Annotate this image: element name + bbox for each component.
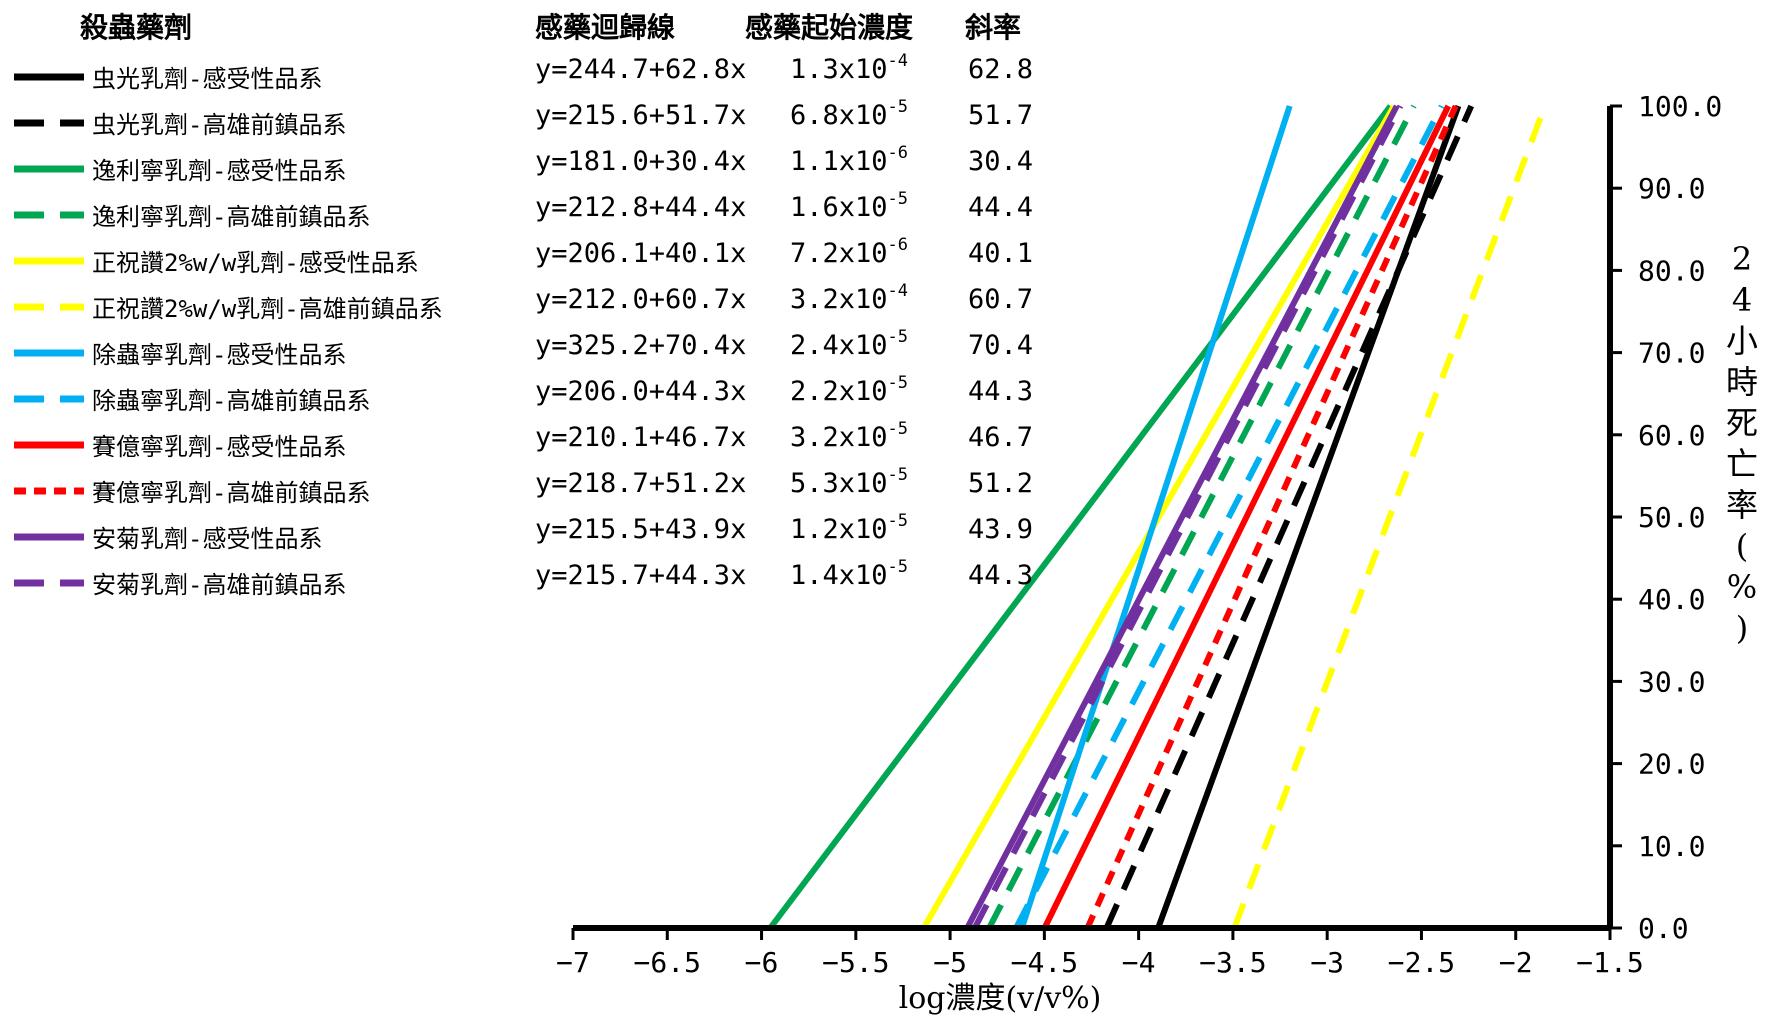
slope-value: 60.7 — [968, 284, 1033, 315]
y-tick-label: 90.0 — [1638, 172, 1705, 205]
slope-value: 44.4 — [968, 192, 1033, 223]
legend-title: 殺蟲藥劑 — [80, 11, 192, 44]
threshold-value: 1.6x10-5 — [790, 189, 908, 223]
x-tick-label: −6 — [745, 946, 779, 979]
threshold-value: 6.8x10-5 — [790, 97, 908, 131]
legend-label: 虫光乳劑-感受性品系 — [92, 65, 322, 93]
regression-equation: y=206.1+40.1x — [535, 238, 746, 269]
x-tick-label: −7 — [556, 946, 590, 979]
legend-label: 逸利寧乳劑-高雄前鎮品系 — [92, 203, 370, 231]
y-tick-label: 10.0 — [1638, 830, 1705, 863]
series-line — [964, 104, 1400, 930]
slope-value: 40.1 — [968, 238, 1033, 269]
regression-equation: y=210.1+46.7x — [535, 422, 746, 453]
x-tick-label: −3 — [1310, 946, 1344, 979]
threshold-value: 1.3x10-4 — [790, 51, 908, 85]
legend-label: 逸利寧乳劑-感受性品系 — [92, 157, 346, 185]
x-tick-label: −5.5 — [822, 946, 889, 979]
slope-value: 44.3 — [968, 560, 1033, 591]
legend-label: 安菊乳劑-感受性品系 — [92, 525, 322, 553]
regression-equation: y=206.0+44.3x — [535, 376, 746, 407]
regression-lines — [767, 104, 1548, 930]
x-tick-label: −1.5 — [1576, 946, 1643, 979]
legend-label: 正祝讚2%w/w乳劑-高雄前鎮品系 — [92, 295, 443, 323]
series-line — [1084, 104, 1459, 930]
regression-equation: y=325.2+70.4x — [535, 330, 746, 361]
x-tick-label: −2.5 — [1388, 946, 1455, 979]
regression-equation: y=215.6+51.7x — [535, 100, 746, 131]
y-tick-label: 40.0 — [1638, 583, 1705, 616]
legend-label: 虫光乳劑-高雄前鎮品系 — [92, 111, 346, 139]
slope-value: 62.8 — [968, 54, 1033, 85]
regression-table: y=244.7+62.8x 1.3x10-4 62.8 y=215.6+51.7x 6.… — [535, 51, 1033, 591]
regression-column-header: 感藥迴歸線 — [535, 11, 675, 44]
y-tick-label: 60.0 — [1638, 419, 1705, 452]
legend: 虫光乳劑-感受性品系虫光乳劑-高雄前鎮品系逸利寧乳劑-感受性品系逸利寧乳劑-高雄… — [14, 65, 443, 599]
slope-value: 51.7 — [968, 100, 1033, 131]
regression-equation: y=218.7+51.2x — [535, 468, 746, 499]
x-ticks: −7 −6.5 −6 −5.5 −5 −4.5 −4 −3.5 −3 −2.5 −2 −1.5 — [556, 928, 1644, 979]
threshold-value: 2.2x10-5 — [790, 373, 908, 407]
threshold-value: 2.4x10-5 — [790, 327, 908, 361]
regression-equation: y=244.7+62.8x — [535, 54, 746, 85]
legend-label: 安菊乳劑-高雄前鎮品系 — [92, 571, 346, 599]
y-tick-label: 100.0 — [1638, 90, 1722, 123]
slope-value: 44.3 — [968, 376, 1033, 407]
threshold-value: 1.2x10-5 — [790, 511, 908, 545]
x-tick-label: −4.5 — [1011, 946, 1078, 979]
regression-equation: y=215.7+44.3x — [535, 560, 746, 591]
threshold-value: 5.3x10-5 — [790, 465, 908, 499]
x-tick-label: −2 — [1499, 946, 1533, 979]
threshold-column-header: 感藥起始濃度 — [745, 11, 913, 44]
x-tick-label: −4 — [1122, 946, 1156, 979]
x-tick-label: −3.5 — [1199, 946, 1266, 979]
series-line — [1103, 104, 1474, 930]
legend-label: 除蟲寧乳劑-高雄前鎮品系 — [92, 387, 370, 415]
legend-label: 除蟲寧乳劑-感受性品系 — [92, 341, 346, 369]
legend-label: 正祝讚2%w/w乳劑-感受性品系 — [92, 249, 419, 277]
threshold-value: 3.2x10-5 — [790, 419, 908, 453]
slope-value: 46.7 — [968, 422, 1033, 453]
series-line — [1013, 104, 1445, 930]
series-line — [1155, 104, 1462, 930]
series-line — [972, 104, 1404, 930]
series-line — [1231, 104, 1548, 930]
threshold-value: 1.4x10-5 — [790, 557, 908, 591]
regression-equation: y=181.0+30.4x — [535, 146, 746, 177]
threshold-value: 1.1x10-6 — [790, 143, 908, 177]
y-ticks: 0.0 10.0 20.0 30.0 40.0 50.0 60.0 70.0 80.0 90.0 1… — [1610, 90, 1722, 945]
y-tick-label: 20.0 — [1638, 748, 1705, 781]
series-line — [986, 104, 1417, 930]
regression-equation: y=215.5+43.9x — [535, 514, 746, 545]
slope-value: 43.9 — [968, 514, 1033, 545]
y-tick-label: 30.0 — [1638, 665, 1705, 698]
regression-equation: y=212.8+44.4x — [535, 192, 746, 223]
x-tick-label: −6.5 — [634, 946, 701, 979]
x-tick-label: −5 — [933, 946, 967, 979]
slope-value: 70.4 — [968, 330, 1033, 361]
x-axis-label: log濃度(v/v%) — [899, 981, 1102, 1016]
y-tick-label: 50.0 — [1638, 501, 1705, 534]
series-line — [1019, 105, 1293, 929]
slope-column-header: 斜率 — [965, 11, 1021, 44]
slope-value: 30.4 — [968, 146, 1033, 177]
y-tick-label: 0.0 — [1638, 912, 1689, 945]
threshold-value: 3.2x10-4 — [790, 281, 908, 315]
regression-equation: y=212.0+60.7x — [535, 284, 746, 315]
y-tick-label: 80.0 — [1638, 254, 1705, 287]
series-line — [767, 104, 1393, 930]
threshold-value: 7.2x10-6 — [790, 235, 908, 269]
y-tick-label: 70.0 — [1638, 337, 1705, 370]
y-axis-label: 2 4 小時死亡率(%) — [1726, 240, 1758, 647]
legend-label: 賽億寧乳劑-感受性品系 — [92, 433, 346, 461]
series-line — [1041, 104, 1451, 930]
legend-label: 賽億寧乳劑-高雄前鎮品系 — [92, 479, 370, 507]
slope-value: 51.2 — [968, 468, 1033, 499]
